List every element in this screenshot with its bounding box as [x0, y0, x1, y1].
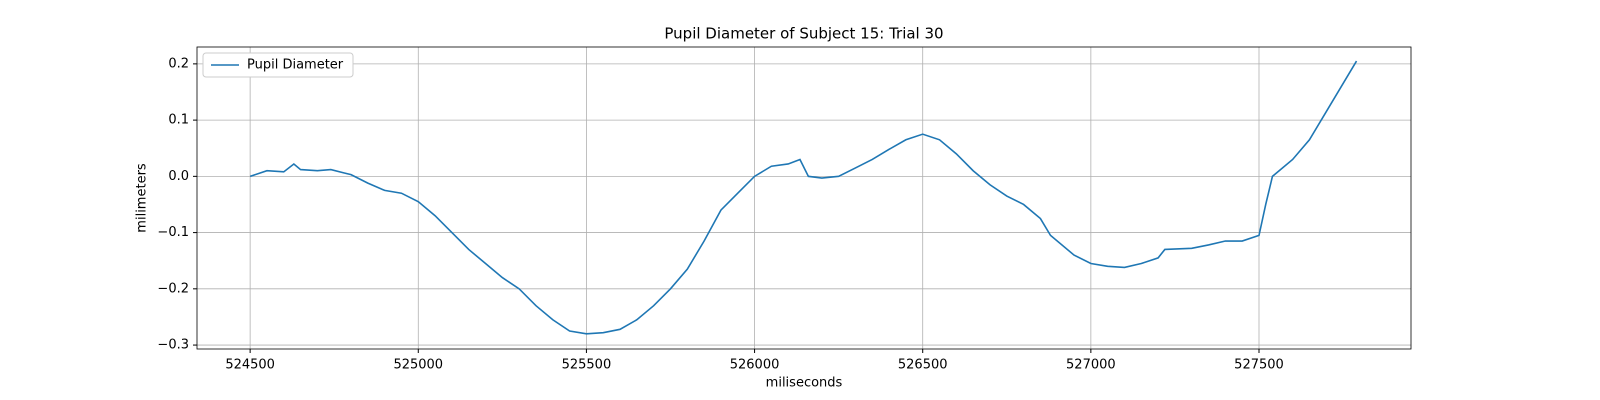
y-axis-label: milimeters [135, 163, 150, 233]
plot-frame [196, 46, 1412, 350]
x-axis-label: miliseconds [766, 376, 843, 391]
data-line [249, 60, 1358, 335]
x-tick-label: 526500 [898, 358, 948, 373]
y-tick-label: 0.2 [168, 56, 189, 71]
y-tick-label: 0.1 [168, 113, 189, 128]
y-tick-label: −0.1 [157, 225, 189, 240]
x-tick-label: 527000 [1066, 358, 1116, 373]
x-tick-label: 525000 [393, 358, 443, 373]
x-tick-label: 524500 [225, 358, 275, 373]
y-tick-label: −0.3 [157, 338, 189, 353]
legend-label: Pupil Diameter [247, 58, 344, 73]
legend-box [202, 52, 354, 78]
y-tick-label: −0.2 [157, 281, 189, 296]
x-tick-label: 527500 [1234, 358, 1284, 373]
x-tick-label: 525500 [562, 358, 612, 373]
chart-title: Pupil Diameter of Subject 15: Trial 30 [664, 25, 943, 43]
x-tick-label: 526000 [730, 358, 780, 373]
y-tick-label: 0.0 [168, 169, 189, 184]
